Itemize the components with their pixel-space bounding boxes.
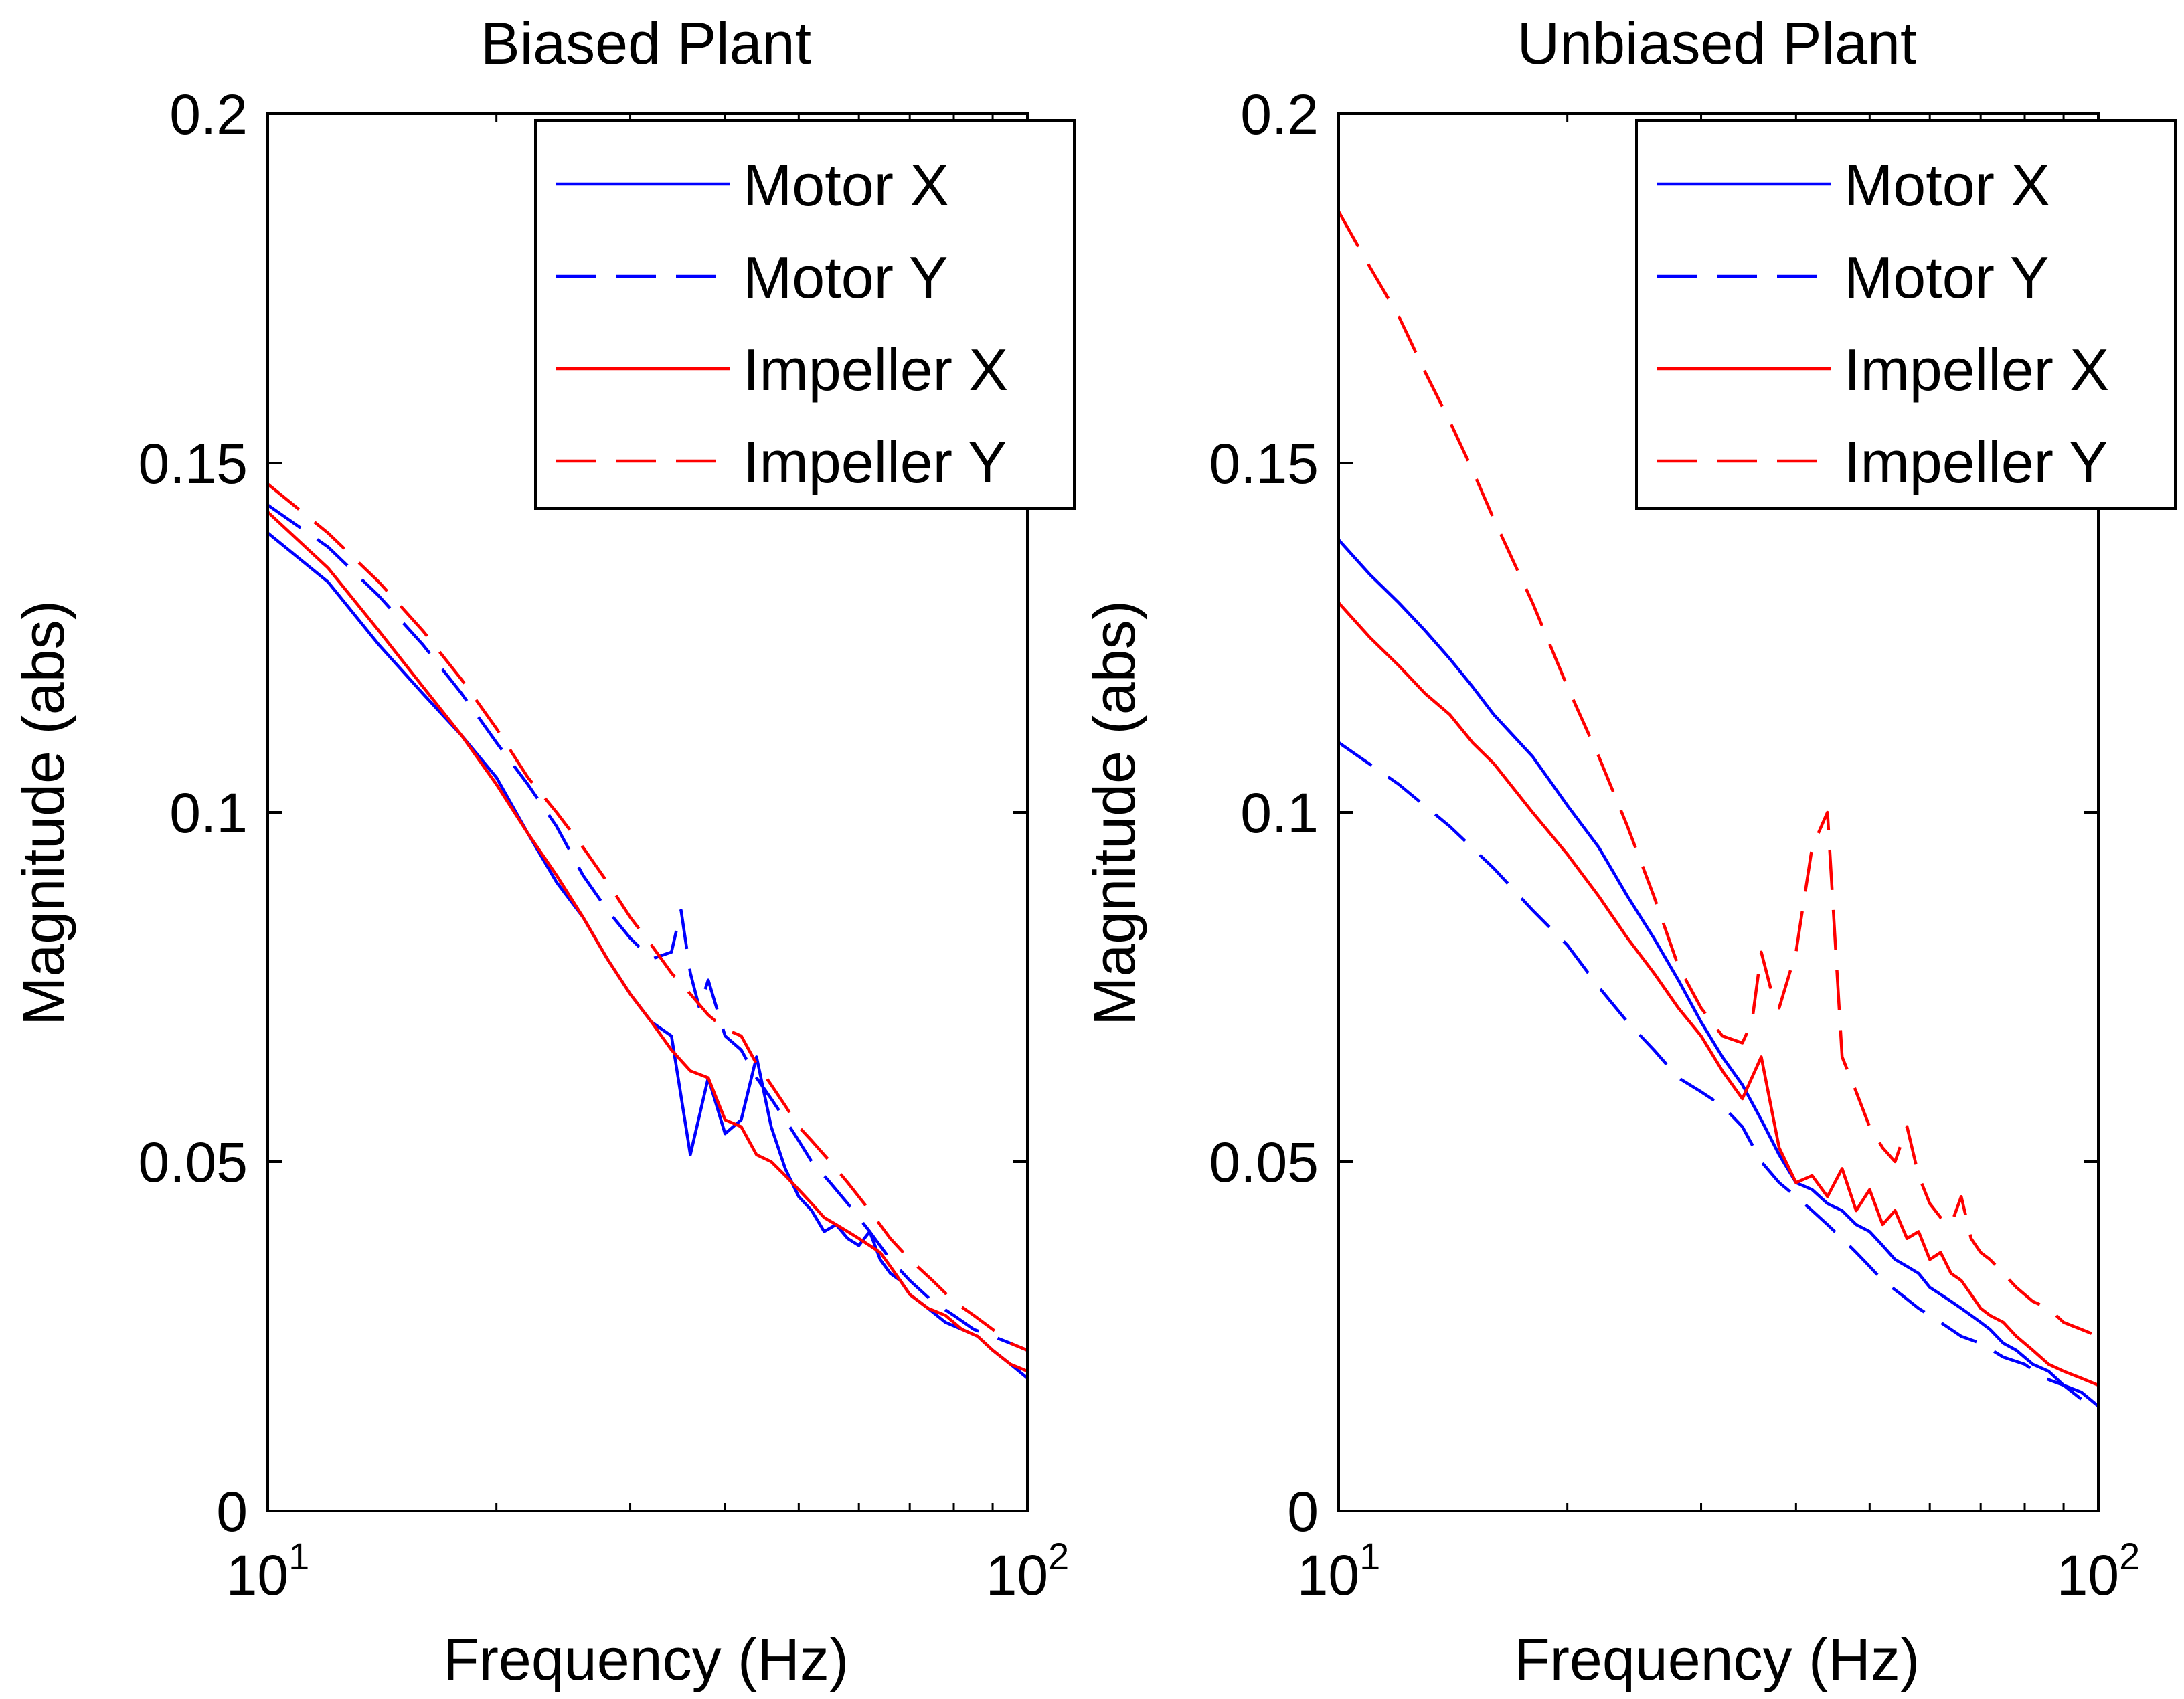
y-axis-label: Magnitude (abs) — [1081, 600, 1147, 1026]
series-line-impeller-y — [268, 482, 1027, 1352]
y-axis-label: Magnitude (abs) — [10, 600, 76, 1026]
x-tick-base: 10 — [986, 1544, 1048, 1607]
series-group — [1339, 211, 2098, 1408]
legend: Motor X Motor Y Impeller X Impeller Y — [534, 119, 1076, 510]
series-line-motor-y — [268, 503, 1027, 1352]
y-tick-label: 0 — [216, 1480, 248, 1543]
chart-title: Unbiased Plant — [1517, 10, 1917, 76]
legend-label: Impeller Y — [1844, 429, 2108, 495]
y-tick-label: 0.05 — [139, 1131, 248, 1194]
x-tick-label: 101 — [226, 1535, 310, 1607]
x-tick-exponent: 1 — [288, 1535, 309, 1577]
legend-box — [1635, 119, 2177, 510]
x-tick-exponent: 2 — [1048, 1535, 1069, 1577]
series-line-motor-y — [1339, 741, 2098, 1408]
x-axis-label: Frequency (Hz) — [443, 1626, 849, 1692]
x-tick-exponent: 1 — [1359, 1535, 1380, 1577]
series-line-impeller-y — [1339, 211, 2098, 1338]
x-tick-label: 102 — [2057, 1535, 2140, 1607]
legend: Motor X Motor Y Impeller X Impeller Y — [1635, 119, 2177, 510]
series-group — [268, 482, 1027, 1380]
y-tick-label: 0.05 — [1209, 1131, 1319, 1194]
y-tick-label: 0.2 — [1240, 83, 1319, 146]
x-tick-exponent: 2 — [2119, 1535, 2140, 1577]
x-tick-base: 10 — [226, 1544, 288, 1607]
legend-label: Motor X — [1844, 152, 2050, 218]
x-axis-label: Frequency (Hz) — [1514, 1626, 1920, 1692]
x-tick-label: 101 — [1297, 1535, 1381, 1607]
y-tick-label: 0.2 — [169, 83, 248, 146]
y-tick-label: 0.1 — [169, 782, 248, 844]
legend-label: Impeller X — [1844, 337, 2109, 403]
y-tick-label: 0.15 — [139, 432, 248, 495]
y-tick-label: 0.1 — [1240, 782, 1319, 844]
legend-label: Motor Y — [1844, 244, 2049, 310]
legend-label: Impeller Y — [743, 429, 1007, 495]
chart-title: Biased Plant — [481, 10, 811, 76]
legend-label: Motor X — [743, 152, 949, 218]
y-tick-label: 0.15 — [1209, 432, 1319, 495]
x-tick-base: 10 — [1297, 1544, 1359, 1607]
legend-label: Motor Y — [743, 244, 948, 310]
series-line-motor-x — [1339, 539, 2098, 1408]
series-line-impeller-x — [268, 511, 1027, 1373]
series-line-impeller-x — [1339, 602, 2098, 1387]
y-tick-label: 0 — [1287, 1480, 1319, 1543]
x-tick-base: 10 — [2057, 1544, 2119, 1607]
legend-label: Impeller X — [743, 337, 1008, 403]
x-tick-label: 102 — [986, 1535, 1070, 1607]
